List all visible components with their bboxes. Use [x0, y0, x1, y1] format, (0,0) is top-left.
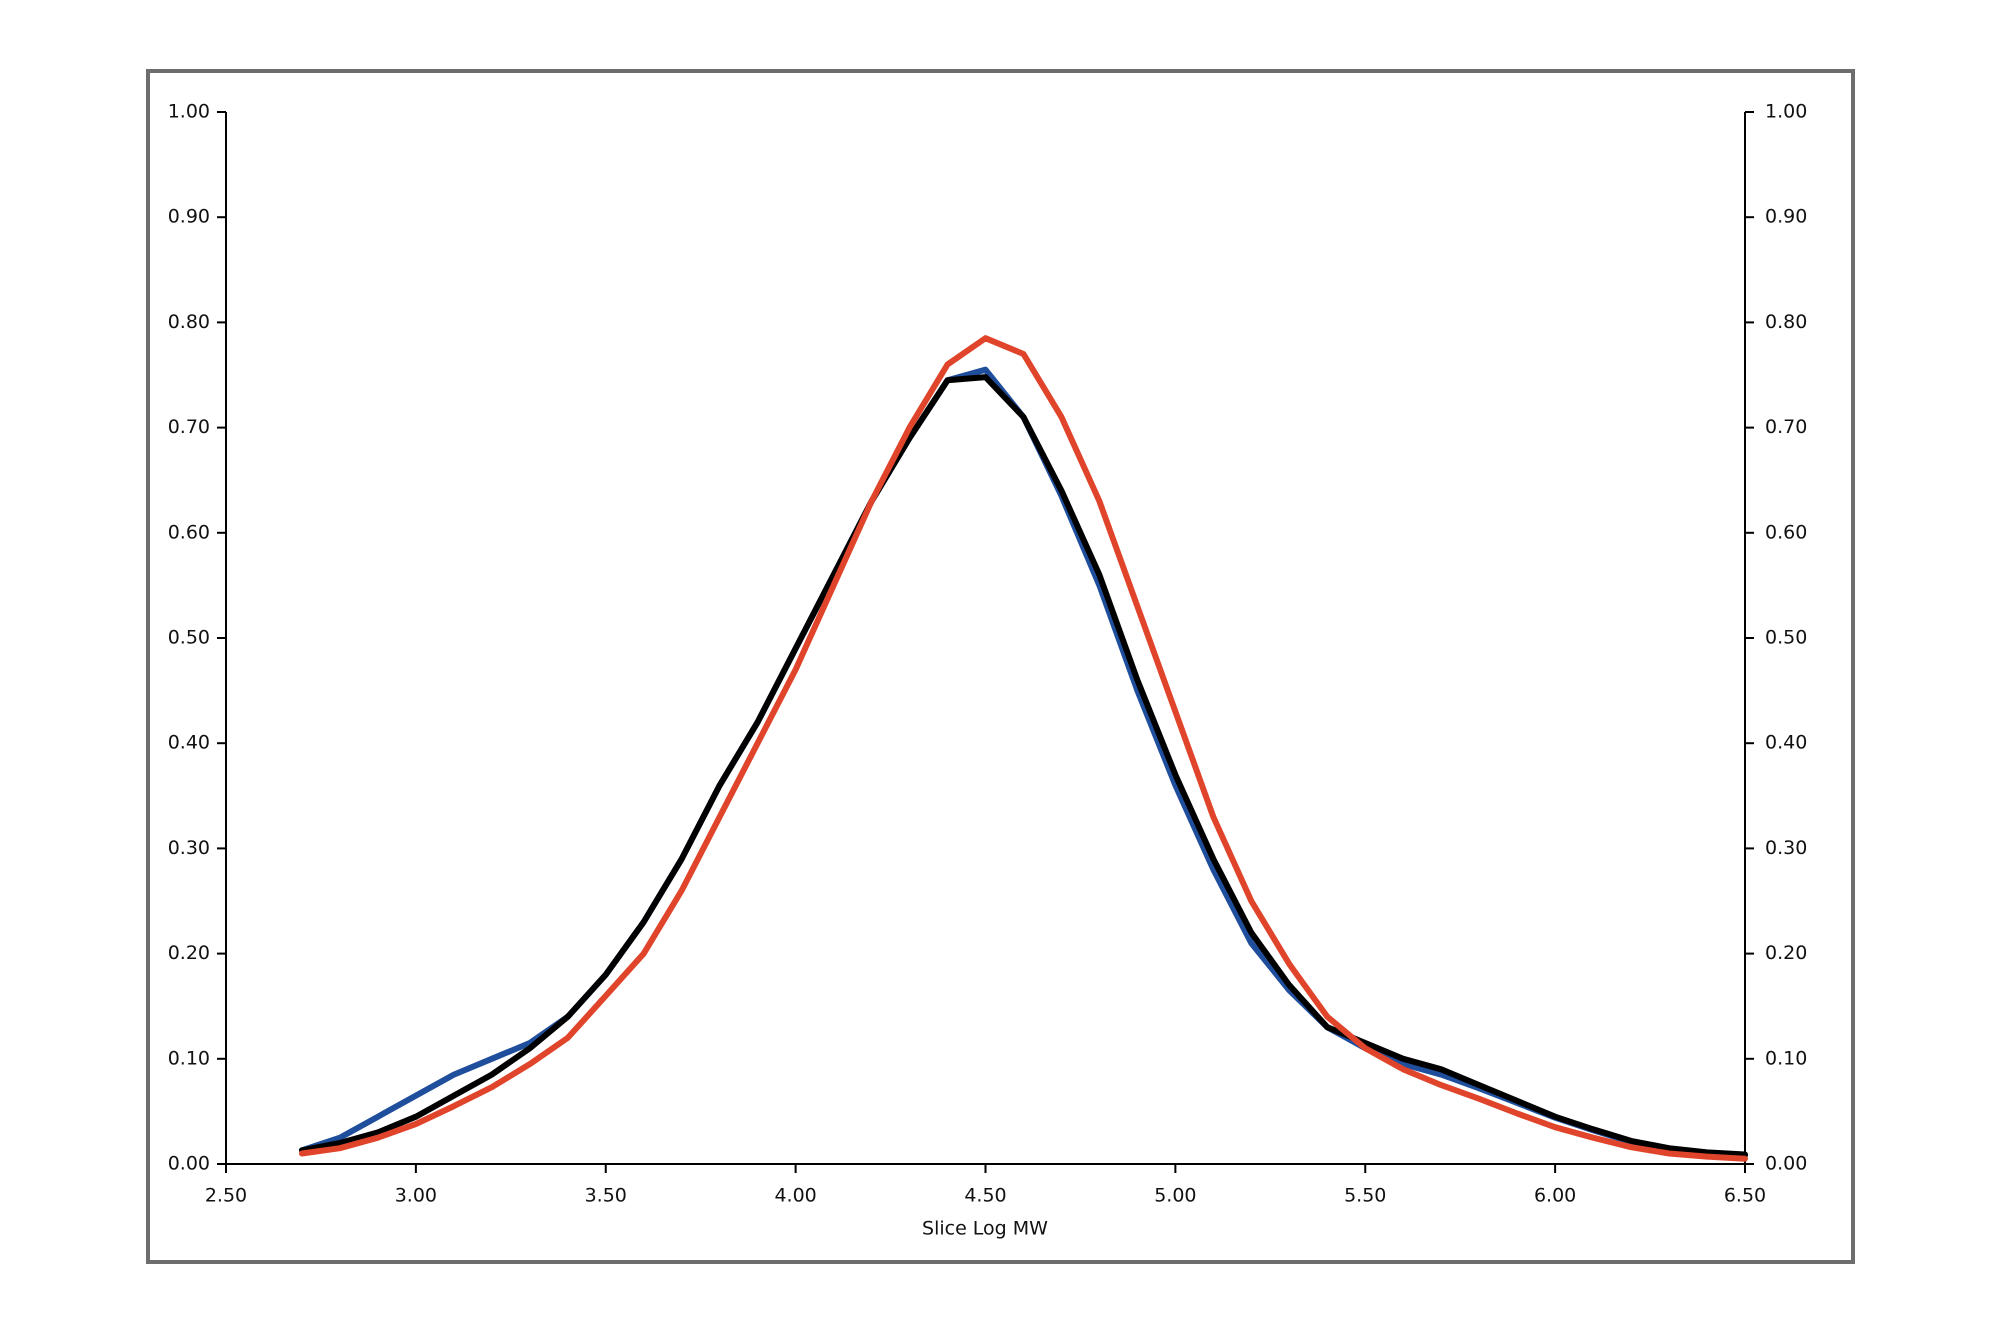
series-line	[299, 374, 1748, 1158]
y-tick-label: 0.00	[168, 1153, 210, 1175]
y2-tick-label: 0.10	[1765, 1047, 1807, 1069]
y2-tick-label: 0.90	[1765, 206, 1807, 228]
y2-tick-label: 1.00	[1765, 101, 1807, 123]
y-tick-label: 0.90	[168, 206, 210, 228]
y-tick-label: 0.40	[168, 732, 210, 754]
y2-tick-label: 0.50	[1765, 627, 1807, 649]
y-tick-label: 0.10	[168, 1047, 210, 1069]
x-tick-label: 6.00	[1534, 1185, 1576, 1207]
x-tick-label: 6.50	[1724, 1185, 1766, 1207]
y-tick-label: 0.60	[168, 521, 210, 543]
y2-tick-label: 0.30	[1765, 837, 1807, 859]
y-tick-label: 0.50	[168, 627, 210, 649]
x-tick-label: 2.50	[205, 1185, 247, 1207]
x-tick-label: 3.00	[395, 1185, 437, 1207]
x-axis-label: Slice Log MW	[922, 1218, 1048, 1240]
x-tick-label: 5.50	[1344, 1185, 1386, 1207]
y-tick-label: 0.20	[168, 942, 210, 964]
y-tick-label: 1.00	[168, 101, 210, 123]
frame	[146, 69, 1855, 1264]
y2-tick-label: 0.40	[1765, 732, 1807, 754]
x-tick-label: 5.00	[1154, 1185, 1196, 1207]
x-tick-label: 4.00	[774, 1185, 816, 1207]
y-tick-label: 0.30	[168, 837, 210, 859]
y2-tick-label: 0.70	[1765, 416, 1807, 438]
series-line	[299, 335, 1748, 1162]
y-tick-label: 0.70	[168, 416, 210, 438]
x-tick-label: 4.50	[964, 1185, 1006, 1207]
y2-tick-label: 0.80	[1765, 311, 1807, 333]
y-tick-label: 0.80	[168, 311, 210, 333]
x-tick-label: 3.50	[585, 1185, 627, 1207]
y2-tick-label: 0.60	[1765, 521, 1807, 543]
y2-tick-label: 0.20	[1765, 942, 1807, 964]
y2-tick-label: 0.00	[1765, 1153, 1807, 1175]
